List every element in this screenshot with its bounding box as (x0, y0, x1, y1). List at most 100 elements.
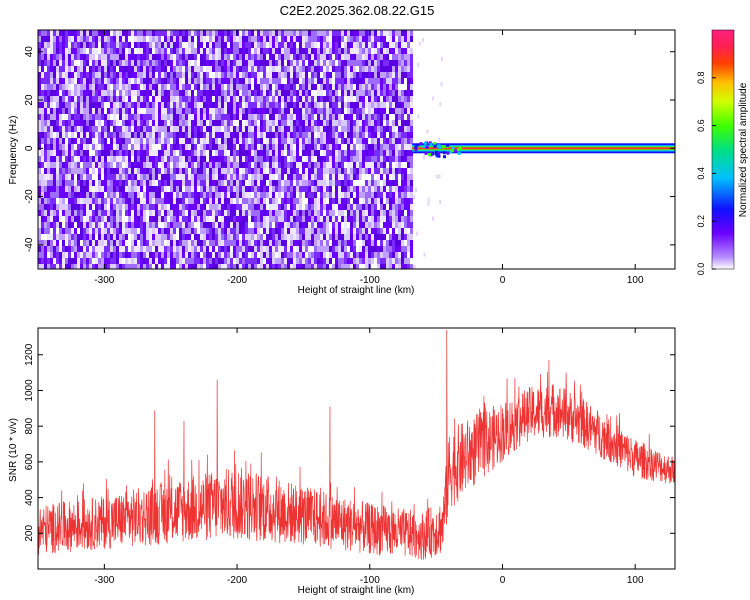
heatmap-cell (293, 174, 296, 180)
heatmap-cell (215, 234, 218, 240)
heatmap-cell (221, 30, 224, 36)
heatmap-cell (260, 180, 263, 186)
heatmap-cell (242, 108, 245, 114)
heatmap-cell (161, 54, 164, 60)
heatmap-cell (110, 144, 113, 150)
heatmap-cell (329, 96, 332, 102)
heatmap-cell (131, 192, 134, 198)
heatmap-cell (101, 78, 104, 84)
heatmap-cell (122, 222, 125, 228)
heatmap-cell (170, 114, 173, 120)
heatmap-cell (248, 264, 251, 269)
heatmap-cell (122, 108, 125, 114)
heatmap-cell (161, 180, 164, 186)
heatmap-cell (377, 174, 380, 180)
heatmap-cell (71, 90, 74, 96)
heatmap-cell (221, 234, 224, 240)
heatmap-cell (95, 240, 98, 246)
heatmap-cell (104, 78, 107, 84)
snr-trace-path (38, 329, 675, 560)
heatmap-cell (128, 126, 131, 132)
heatmap-cell (95, 30, 98, 36)
heatmap-cell (182, 102, 185, 108)
heatmap-cell (323, 240, 326, 246)
heatmap-cell (266, 228, 269, 234)
heatmap-cell (272, 228, 275, 234)
heatmap-cell (152, 108, 155, 114)
heatmap-cell (257, 258, 260, 264)
heatmap-cell (209, 234, 212, 240)
heatmap-cell (335, 114, 338, 120)
heatmap-cell (248, 102, 251, 108)
heatmap-cell (395, 162, 398, 168)
heatmap-cell (140, 228, 143, 234)
heatmap-cell (407, 258, 410, 264)
heatmap-cell (377, 126, 380, 132)
heatmap-cell (221, 60, 224, 66)
heatmap-cell (326, 234, 329, 240)
heatmap-cell (182, 198, 185, 204)
heatmap-cell (254, 96, 257, 102)
heatmap-cell (374, 150, 377, 156)
heatmap-cell (389, 168, 392, 174)
heatmap-cell (167, 246, 170, 252)
heatmap-cell (140, 150, 143, 156)
heatmap-cell (215, 174, 218, 180)
heatmap-cell (107, 66, 110, 72)
heatmap-cell (254, 222, 257, 228)
heatmap-cell (200, 84, 203, 90)
heatmap-cell (194, 48, 197, 54)
heatmap-cell (320, 228, 323, 234)
heatmap-cell (323, 120, 326, 126)
heatmap-cell (140, 186, 143, 192)
heatmap-cell (62, 36, 65, 42)
heatmap-cell (392, 60, 395, 66)
heatmap-cell (236, 54, 239, 60)
heatmap-cell (44, 126, 47, 132)
heatmap-cell (248, 126, 251, 132)
heatmap-cell (38, 84, 41, 90)
heatmap-cell (218, 204, 221, 210)
heatmap-cell (62, 162, 65, 168)
heatmap-cell (296, 222, 299, 228)
heatmap-cell (239, 228, 242, 234)
heatmap-cell (362, 78, 365, 84)
heatmap-cell (89, 216, 92, 222)
heatmap-cell (275, 138, 278, 144)
heatmap-cell (392, 42, 395, 48)
heatmap-cell (146, 78, 149, 84)
heatmap-cell (50, 264, 53, 269)
heatmap-cell (392, 126, 395, 132)
heatmap-cell (305, 186, 308, 192)
heatmap-cell (71, 204, 74, 210)
heatmap-cell (323, 222, 326, 228)
heatmap-cell (164, 198, 167, 204)
heatmap-cell (38, 150, 41, 156)
heatmap-cell (68, 198, 71, 204)
heatmap-cell (95, 84, 98, 90)
heatmap-cell (338, 144, 341, 150)
heatmap-cell (362, 210, 365, 216)
heatmap-cell (278, 168, 281, 174)
heatmap-cell (326, 84, 329, 90)
heatmap-cell (284, 108, 287, 114)
heatmap-cell (308, 210, 311, 216)
heatmap-cell (212, 264, 215, 269)
heatmap-cell (185, 162, 188, 168)
heatmap-cell (122, 156, 125, 162)
heatmap-cell (50, 132, 53, 138)
heatmap-cell (233, 96, 236, 102)
heatmap-cell (143, 48, 146, 54)
heatmap-cell (179, 162, 182, 168)
heatmap-cell (269, 162, 272, 168)
heatmap-cell (203, 144, 206, 150)
heatmap-cell (410, 204, 413, 210)
heatmap-cell (155, 150, 158, 156)
heatmap-cell (170, 204, 173, 210)
heatmap-cell (269, 210, 272, 216)
heatmap-cell (47, 138, 50, 144)
heatmap-cell (398, 150, 401, 156)
heatmap-cell (140, 240, 143, 246)
heatmap-cell (233, 180, 236, 186)
